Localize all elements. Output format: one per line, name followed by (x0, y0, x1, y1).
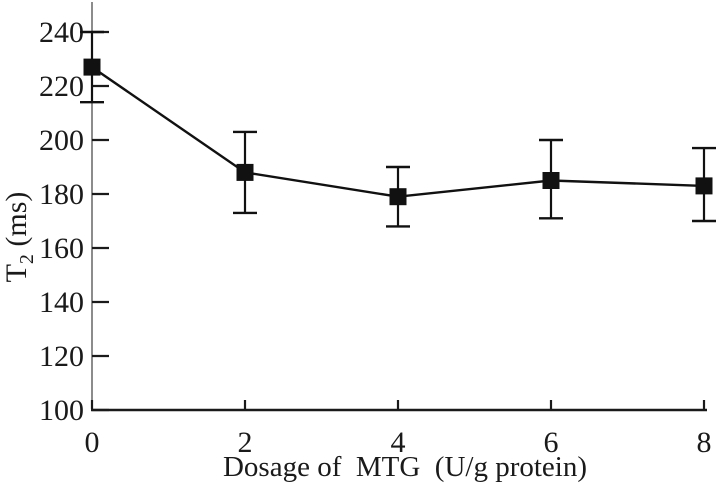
y-tick-label: 120 (39, 340, 84, 373)
y-tick-label: 160 (39, 232, 84, 265)
y-tick-label: 220 (39, 70, 84, 103)
x-tick-label: 4 (391, 426, 406, 459)
data-point-marker (236, 163, 254, 181)
y-tick-label: 180 (39, 178, 84, 211)
x-axis-title: Dosage of MTG (U/g protein) (223, 451, 587, 483)
y-tick-label: 140 (39, 286, 84, 319)
y-tick-label: 240 (39, 16, 84, 49)
x-tick-label: 0 (85, 426, 100, 459)
x-tick-label: 6 (544, 426, 559, 459)
y-tick-label: 200 (39, 124, 84, 157)
data-point-marker (389, 188, 407, 206)
data-point-marker (542, 172, 560, 189)
x-tick-label: 8 (697, 426, 712, 459)
y-tick-label: 100 (39, 394, 84, 427)
x-tick-label: 2 (238, 426, 253, 459)
y-axis-title: T2 (ms) (0, 192, 38, 283)
data-point-marker (83, 58, 101, 76)
data-point-marker (695, 177, 713, 195)
